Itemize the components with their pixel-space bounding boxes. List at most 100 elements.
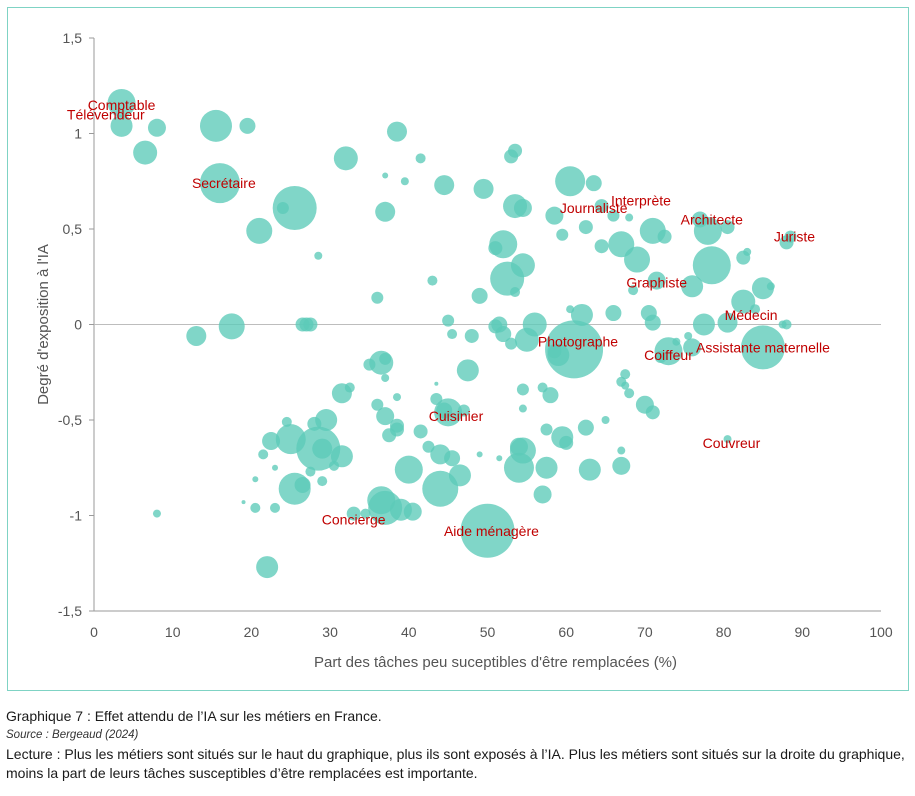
bubble [317, 476, 328, 487]
bubble [657, 229, 672, 244]
occupation-label: Médecin [725, 307, 778, 323]
y-tick-label: 0 [74, 317, 82, 333]
x-tick-label: 40 [401, 624, 417, 640]
bubble [218, 313, 245, 340]
bubble [389, 418, 404, 433]
bubble [628, 285, 639, 296]
bubble [672, 337, 681, 346]
bubble [514, 327, 539, 352]
bubble [422, 470, 459, 507]
x-tick-label: 70 [637, 624, 653, 640]
bubble [496, 455, 503, 462]
bubble [624, 246, 651, 273]
bubble [434, 175, 455, 196]
bubble [375, 201, 396, 222]
bubble [692, 246, 731, 285]
bubble [607, 209, 620, 222]
bubble [476, 451, 483, 458]
bubble [535, 456, 558, 479]
bubble [434, 381, 439, 386]
bubble [577, 419, 594, 436]
bubble [107, 88, 136, 117]
bubble [625, 213, 634, 222]
occupation-label: Couvreur [703, 435, 761, 451]
bubble [133, 140, 158, 165]
bubble [723, 435, 732, 444]
x-tick-label: 20 [244, 624, 260, 640]
bubble [262, 432, 281, 451]
bubble [392, 393, 401, 402]
bubble [644, 314, 661, 331]
bubble [488, 241, 503, 256]
bubble [199, 163, 240, 204]
bubble [363, 358, 376, 371]
bubble [612, 456, 631, 475]
chart-frame: 1,5 1 0,5 0 -0,5 -1 -1,5 0 10 20 30 40 50 60 70 80 90 100… [7, 7, 909, 691]
bubble [381, 373, 390, 382]
bubble [488, 319, 503, 334]
bubble [427, 275, 438, 286]
bubble [460, 503, 515, 558]
y-tick-label: -0,5 [58, 412, 82, 428]
occupation-label: Secrétaire [192, 175, 256, 191]
bubble [547, 344, 562, 359]
bubble [684, 331, 693, 340]
bubble [246, 217, 273, 244]
bubble [516, 383, 529, 396]
bubble [594, 199, 609, 214]
bubble [510, 287, 521, 298]
bubble [307, 416, 322, 431]
occupation-label: Comptable [88, 97, 156, 113]
bubble [270, 502, 281, 513]
bubble [444, 450, 461, 467]
x-tick-label: 30 [322, 624, 338, 640]
bubble [442, 314, 455, 327]
bubble [239, 117, 256, 134]
bubble [720, 220, 735, 235]
bubble [276, 201, 289, 214]
bubble [540, 423, 553, 436]
bubble [578, 220, 593, 235]
bubble [681, 275, 704, 298]
bubble [605, 305, 622, 322]
bubble [647, 271, 666, 290]
occupation-label: Interprète [611, 192, 671, 208]
figure-reading-note: Lecture : Plus les métiers sont situés s… [6, 746, 905, 781]
occupation-label: Architecte [681, 211, 743, 227]
bubble [601, 416, 610, 424]
bubble [542, 387, 559, 404]
occupation-label: Concierge [322, 511, 386, 527]
y-tick-label: 1,5 [63, 30, 83, 46]
bubble [750, 304, 761, 315]
bubble [252, 476, 259, 483]
bubble [382, 172, 389, 179]
bubble [371, 398, 384, 411]
figure-caption-title: Graphique 7 : Effet attendu de l’IA sur … [6, 708, 382, 724]
bubble [329, 460, 340, 471]
x-tick-label: 100 [869, 624, 893, 640]
bubble [199, 109, 232, 142]
bubble [508, 143, 523, 158]
x-tick-label: 60 [558, 624, 574, 640]
bubble [464, 328, 479, 343]
y-tick-label: -1 [70, 508, 83, 524]
bubble [537, 382, 548, 393]
x-axis-title: Part des tâches peu suceptibles d'être r… [314, 654, 677, 671]
x-tick-label: 50 [480, 624, 496, 640]
bubble [400, 177, 409, 186]
bubble [333, 146, 358, 171]
occupation-label: Aide ménagère [444, 523, 539, 539]
bubble [509, 437, 528, 456]
bubble [645, 405, 660, 420]
bubble [415, 153, 426, 164]
occupation-label: Photographe [538, 334, 618, 350]
bubble [555, 166, 586, 197]
bubble [691, 211, 708, 228]
occupation-label: Cuisinier [429, 408, 484, 424]
bubble [147, 118, 166, 137]
bubble [312, 438, 333, 459]
occupation-label: Journaliste [560, 200, 628, 216]
bubble [303, 317, 318, 332]
occupation-label: Graphiste [626, 274, 687, 290]
bubble [654, 350, 667, 363]
